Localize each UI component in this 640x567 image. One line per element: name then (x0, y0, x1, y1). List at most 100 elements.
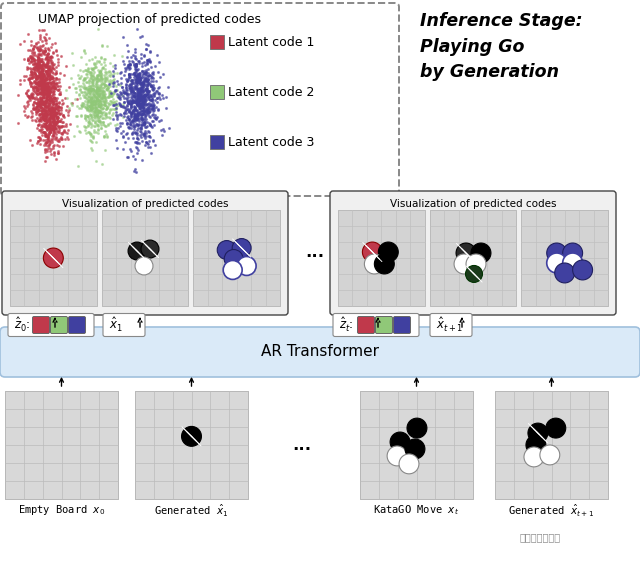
Point (56, 114, 66, 123)
Point (127, 78, 137, 87)
Point (45, 104, 55, 113)
Bar (102, 210, 188, 306)
Point (92, 111, 102, 120)
Point (97, 101, 108, 110)
Point (42, 134, 52, 143)
Point (132, 90, 142, 99)
Point (40, 70, 50, 79)
Point (92, 57, 102, 66)
Point (49, 115, 60, 124)
Point (106, 69, 116, 78)
Point (27, 74, 37, 83)
Point (36, 77, 47, 86)
Point (104, 66, 114, 75)
Point (80, 48, 90, 57)
Point (90, 88, 100, 97)
Point (135, 100, 145, 109)
Point (40, 100, 51, 109)
Point (47, 80, 58, 89)
Text: Latent code 1: Latent code 1 (228, 36, 314, 49)
Point (112, 126, 122, 136)
Point (52, 106, 63, 115)
Point (135, 74, 145, 83)
Circle shape (399, 454, 419, 474)
Point (42, 95, 52, 104)
Point (125, 117, 136, 126)
Point (38, 88, 49, 98)
Point (80, 102, 90, 111)
Point (35, 136, 45, 145)
Point (95, 111, 105, 120)
Point (39, 76, 49, 85)
Text: AR Transformer: AR Transformer (261, 345, 379, 359)
Point (15, 75, 26, 84)
Point (97, 113, 107, 122)
Point (104, 108, 115, 117)
Point (32, 56, 42, 65)
Point (141, 40, 151, 49)
Point (134, 75, 144, 84)
Point (131, 155, 141, 164)
Point (52, 114, 62, 123)
Point (133, 121, 143, 130)
Point (87, 98, 97, 107)
Point (131, 138, 141, 147)
Point (54, 142, 64, 151)
Point (45, 106, 55, 115)
Point (22, 56, 33, 65)
Point (139, 115, 149, 124)
Point (86, 94, 97, 103)
Point (92, 84, 102, 94)
Point (129, 68, 139, 77)
Point (42, 74, 52, 83)
Point (91, 99, 101, 108)
Point (142, 77, 152, 86)
Point (37, 98, 47, 107)
Point (33, 64, 43, 73)
Point (74, 90, 84, 99)
Point (87, 54, 97, 64)
Point (42, 137, 52, 146)
Point (40, 79, 51, 88)
Point (105, 118, 115, 127)
Point (147, 93, 157, 102)
Point (50, 120, 60, 129)
Point (38, 105, 48, 114)
Point (28, 83, 38, 92)
Point (95, 99, 106, 108)
Point (38, 65, 48, 74)
Point (132, 69, 143, 78)
Point (41, 137, 51, 146)
Point (40, 127, 51, 136)
Point (149, 100, 159, 109)
Point (34, 67, 44, 76)
Point (132, 99, 142, 108)
Point (42, 92, 52, 101)
Point (126, 86, 136, 95)
Point (49, 84, 60, 93)
Point (51, 96, 61, 105)
Point (142, 107, 152, 116)
Point (52, 116, 63, 125)
Point (47, 112, 57, 121)
Point (133, 108, 143, 117)
Point (44, 86, 54, 95)
Point (70, 87, 81, 96)
Point (47, 104, 57, 113)
Point (140, 79, 150, 88)
Point (47, 62, 57, 71)
Point (129, 60, 140, 69)
Point (148, 117, 159, 126)
Point (131, 115, 141, 124)
Point (149, 121, 159, 130)
Point (46, 66, 56, 75)
Point (49, 105, 59, 115)
Point (154, 73, 164, 82)
Circle shape (362, 242, 382, 262)
Point (158, 125, 168, 134)
Point (56, 133, 66, 142)
Point (130, 48, 140, 57)
Point (29, 84, 40, 94)
Point (90, 111, 100, 120)
Point (126, 87, 136, 96)
